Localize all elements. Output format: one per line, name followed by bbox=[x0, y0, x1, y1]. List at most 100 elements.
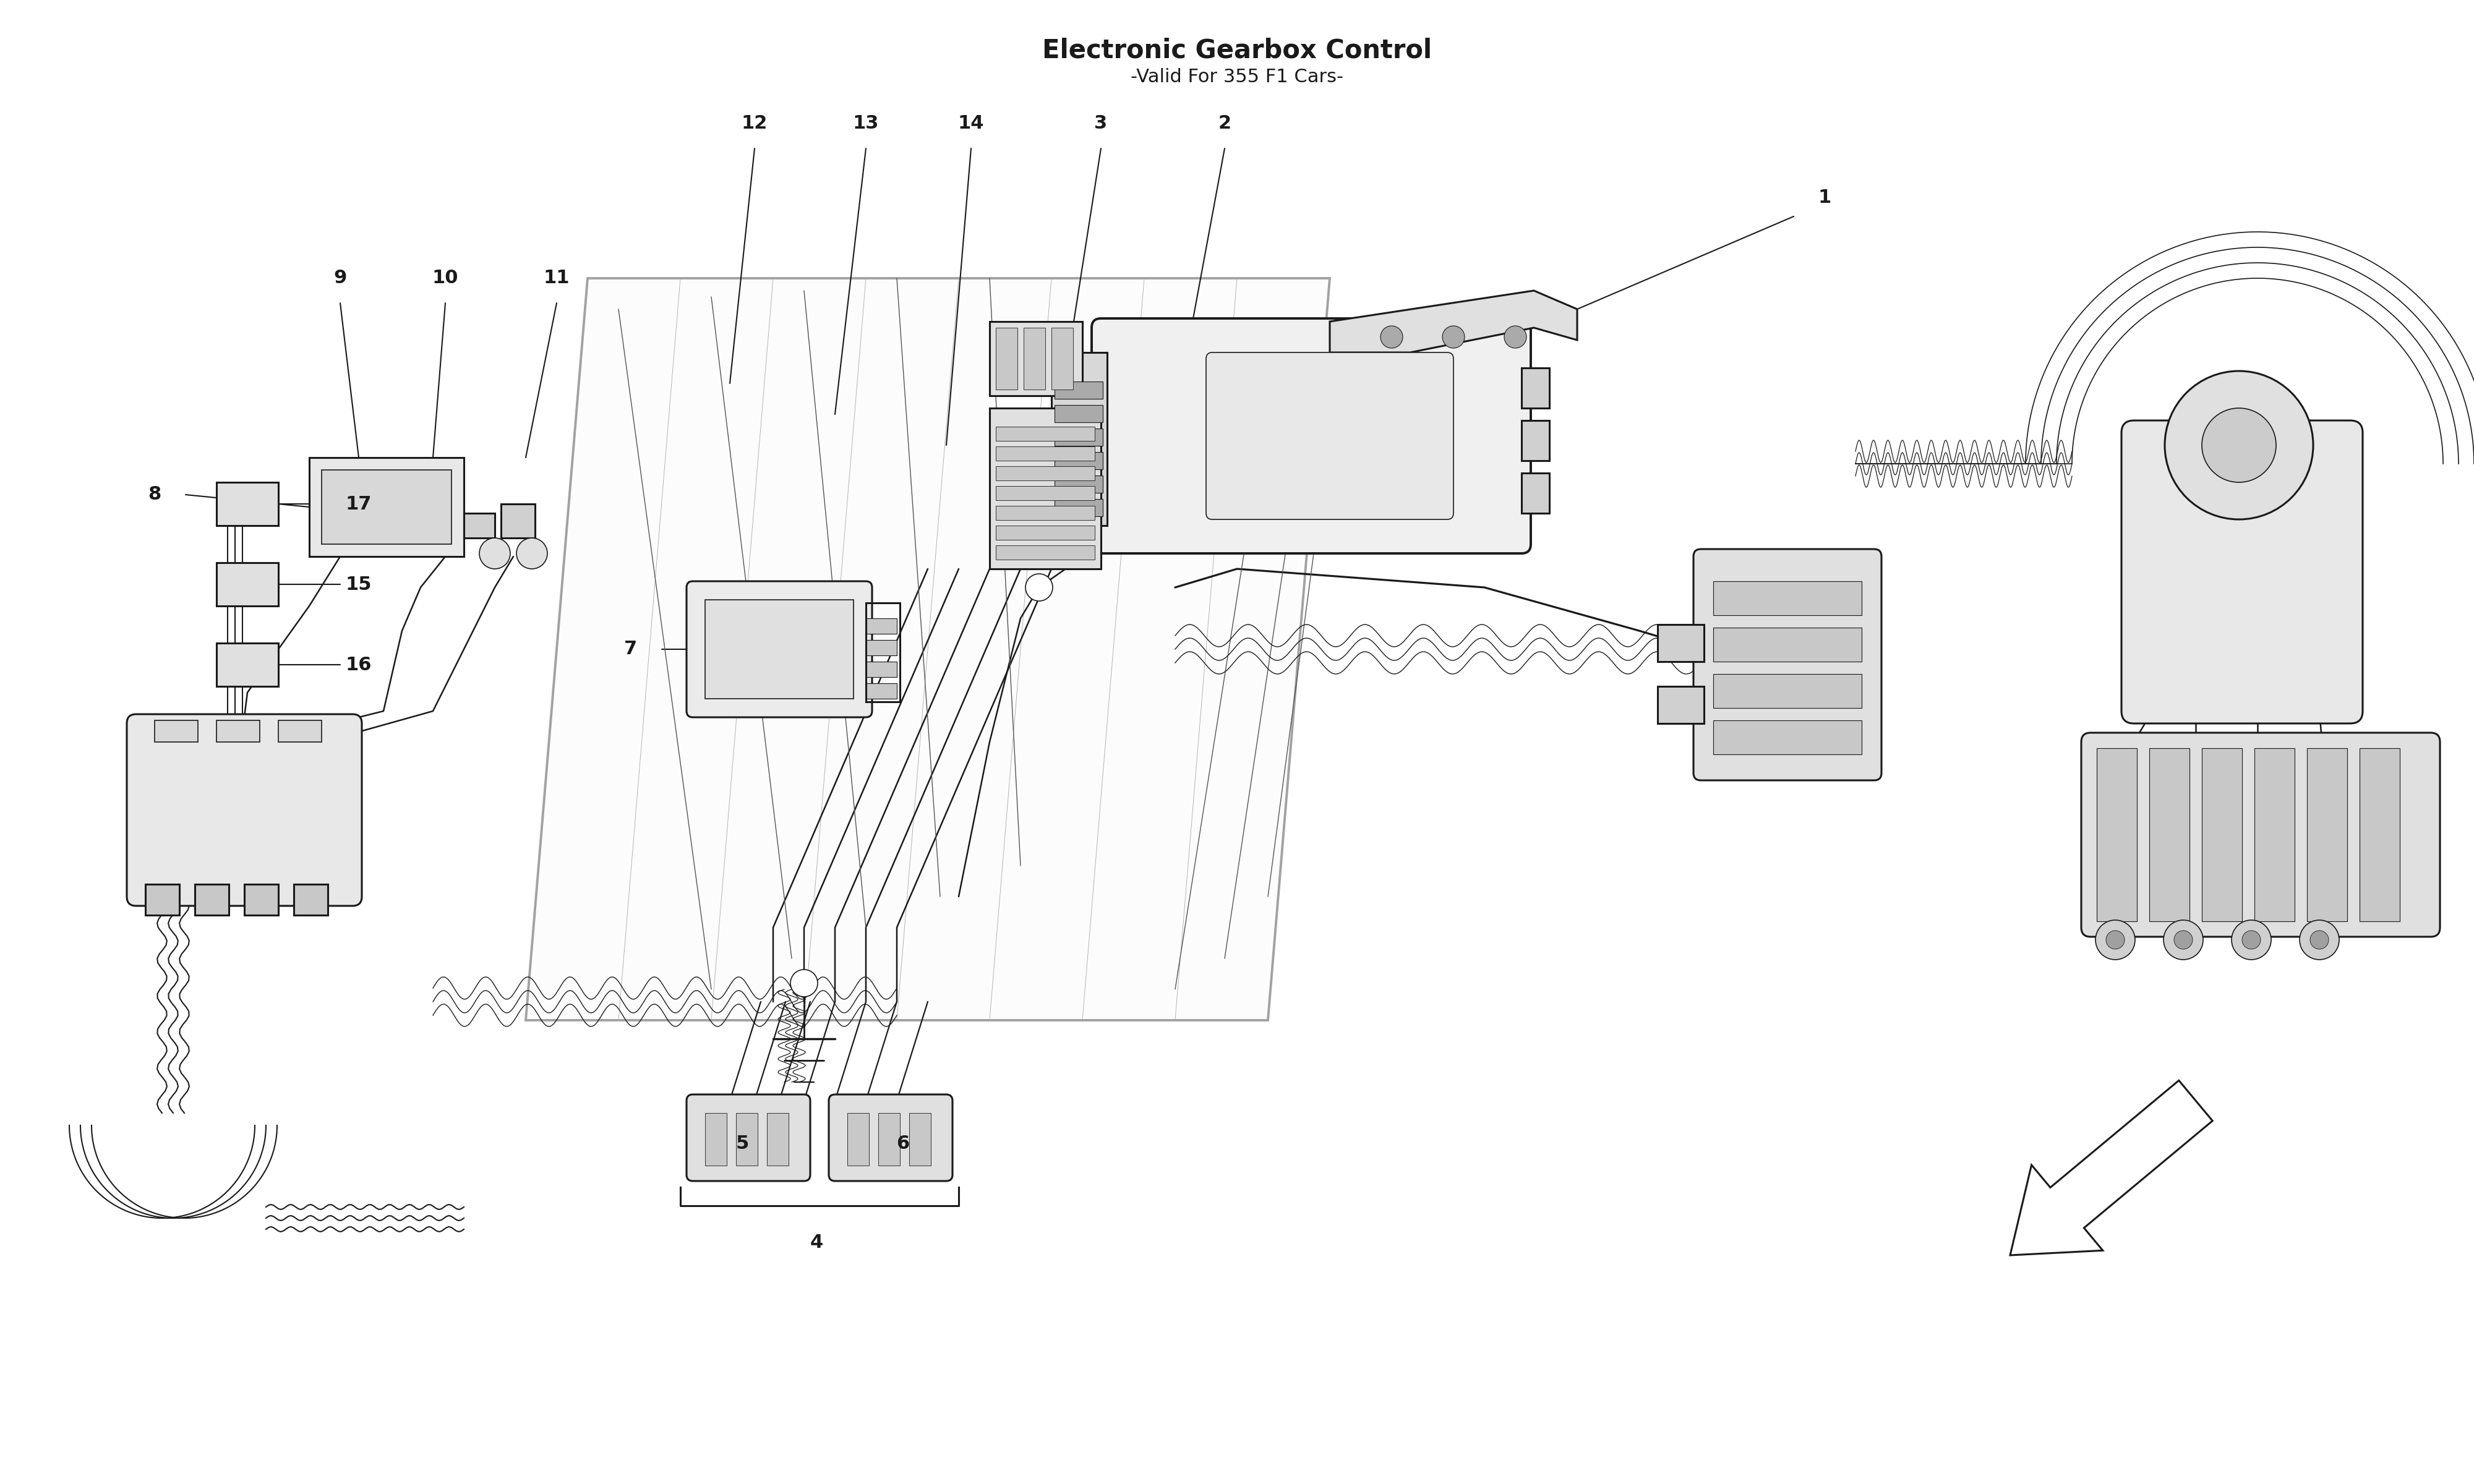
Bar bbox=[1054, 453, 1103, 469]
Bar bbox=[767, 1113, 789, 1165]
Bar bbox=[997, 447, 1096, 460]
Bar bbox=[2306, 748, 2348, 922]
Bar bbox=[500, 505, 534, 537]
Circle shape bbox=[2301, 920, 2340, 960]
Bar bbox=[1522, 368, 1549, 408]
FancyBboxPatch shape bbox=[126, 714, 361, 905]
Bar bbox=[1051, 328, 1074, 389]
Bar bbox=[1051, 352, 1106, 525]
Bar bbox=[218, 482, 277, 525]
Bar bbox=[1658, 625, 1705, 662]
Bar bbox=[2150, 748, 2189, 922]
FancyBboxPatch shape bbox=[2081, 733, 2439, 936]
Bar bbox=[2254, 748, 2293, 922]
Circle shape bbox=[2095, 920, 2135, 960]
Bar bbox=[1522, 473, 1549, 513]
Bar bbox=[1712, 628, 1863, 662]
Polygon shape bbox=[1331, 291, 1578, 352]
Text: 16: 16 bbox=[346, 656, 371, 674]
Circle shape bbox=[480, 537, 510, 568]
Bar bbox=[997, 466, 1096, 481]
Circle shape bbox=[2311, 930, 2328, 950]
Bar bbox=[990, 322, 1084, 396]
Polygon shape bbox=[524, 279, 1331, 1021]
Text: 15: 15 bbox=[346, 576, 371, 594]
Bar bbox=[878, 1113, 901, 1165]
Circle shape bbox=[1442, 326, 1465, 349]
Bar bbox=[309, 457, 465, 556]
Bar bbox=[910, 1113, 930, 1165]
Bar bbox=[322, 470, 450, 545]
Circle shape bbox=[2241, 930, 2261, 950]
FancyBboxPatch shape bbox=[2120, 420, 2363, 723]
Bar bbox=[990, 408, 1101, 568]
Text: 2: 2 bbox=[1217, 114, 1232, 132]
Text: 3: 3 bbox=[1094, 114, 1108, 132]
Bar bbox=[866, 640, 896, 656]
Bar bbox=[737, 1113, 757, 1165]
Text: 1: 1 bbox=[1818, 188, 1831, 206]
Text: 12: 12 bbox=[742, 114, 767, 132]
Text: 9: 9 bbox=[334, 269, 346, 288]
Text: 4: 4 bbox=[809, 1233, 824, 1252]
Bar bbox=[1712, 720, 1863, 754]
Circle shape bbox=[2202, 408, 2276, 482]
Bar bbox=[218, 562, 277, 605]
Bar bbox=[245, 884, 277, 916]
Bar bbox=[465, 513, 495, 537]
Text: -Valid For 355 F1 Cars-: -Valid For 355 F1 Cars- bbox=[1131, 68, 1343, 86]
Bar bbox=[997, 427, 1096, 441]
Bar bbox=[1054, 405, 1103, 423]
Bar bbox=[2202, 748, 2241, 922]
Bar bbox=[2360, 748, 2400, 922]
Bar bbox=[866, 619, 896, 634]
FancyArrow shape bbox=[2009, 1080, 2212, 1255]
Bar bbox=[705, 600, 854, 699]
Bar bbox=[146, 884, 178, 916]
Text: 7: 7 bbox=[623, 640, 638, 659]
Circle shape bbox=[792, 969, 816, 997]
Circle shape bbox=[2165, 371, 2313, 519]
Bar bbox=[997, 525, 1096, 540]
Text: 5: 5 bbox=[735, 1135, 750, 1153]
Bar bbox=[1712, 674, 1863, 708]
Bar bbox=[218, 643, 277, 686]
Circle shape bbox=[2105, 930, 2125, 950]
Bar bbox=[294, 884, 327, 916]
Text: 17: 17 bbox=[346, 496, 371, 513]
Bar bbox=[1054, 429, 1103, 445]
Bar bbox=[997, 328, 1017, 389]
Bar bbox=[1054, 499, 1103, 516]
Bar bbox=[1024, 328, 1047, 389]
FancyBboxPatch shape bbox=[688, 1094, 811, 1181]
Text: 14: 14 bbox=[957, 114, 985, 132]
Bar bbox=[705, 1113, 727, 1165]
FancyBboxPatch shape bbox=[1692, 549, 1883, 781]
Text: Electronic Gearbox Control: Electronic Gearbox Control bbox=[1042, 37, 1432, 62]
Circle shape bbox=[1380, 326, 1403, 349]
Circle shape bbox=[2165, 920, 2204, 960]
Bar bbox=[1658, 686, 1705, 723]
Bar bbox=[2098, 748, 2138, 922]
Bar bbox=[195, 884, 230, 916]
Bar bbox=[1054, 381, 1103, 399]
Bar bbox=[997, 545, 1096, 559]
Bar bbox=[997, 485, 1096, 500]
Bar bbox=[997, 506, 1096, 519]
Text: 13: 13 bbox=[854, 114, 878, 132]
Bar bbox=[277, 720, 322, 742]
Bar bbox=[1054, 475, 1103, 493]
Bar bbox=[866, 683, 896, 699]
FancyBboxPatch shape bbox=[688, 582, 871, 717]
Bar bbox=[866, 662, 896, 677]
Circle shape bbox=[517, 537, 547, 568]
FancyBboxPatch shape bbox=[1207, 352, 1455, 519]
Circle shape bbox=[2175, 930, 2192, 950]
Bar bbox=[218, 720, 260, 742]
Circle shape bbox=[1504, 326, 1526, 349]
Circle shape bbox=[1027, 574, 1054, 601]
FancyBboxPatch shape bbox=[829, 1094, 952, 1181]
Bar bbox=[1522, 420, 1549, 460]
Bar bbox=[846, 1113, 868, 1165]
FancyBboxPatch shape bbox=[1091, 319, 1531, 554]
